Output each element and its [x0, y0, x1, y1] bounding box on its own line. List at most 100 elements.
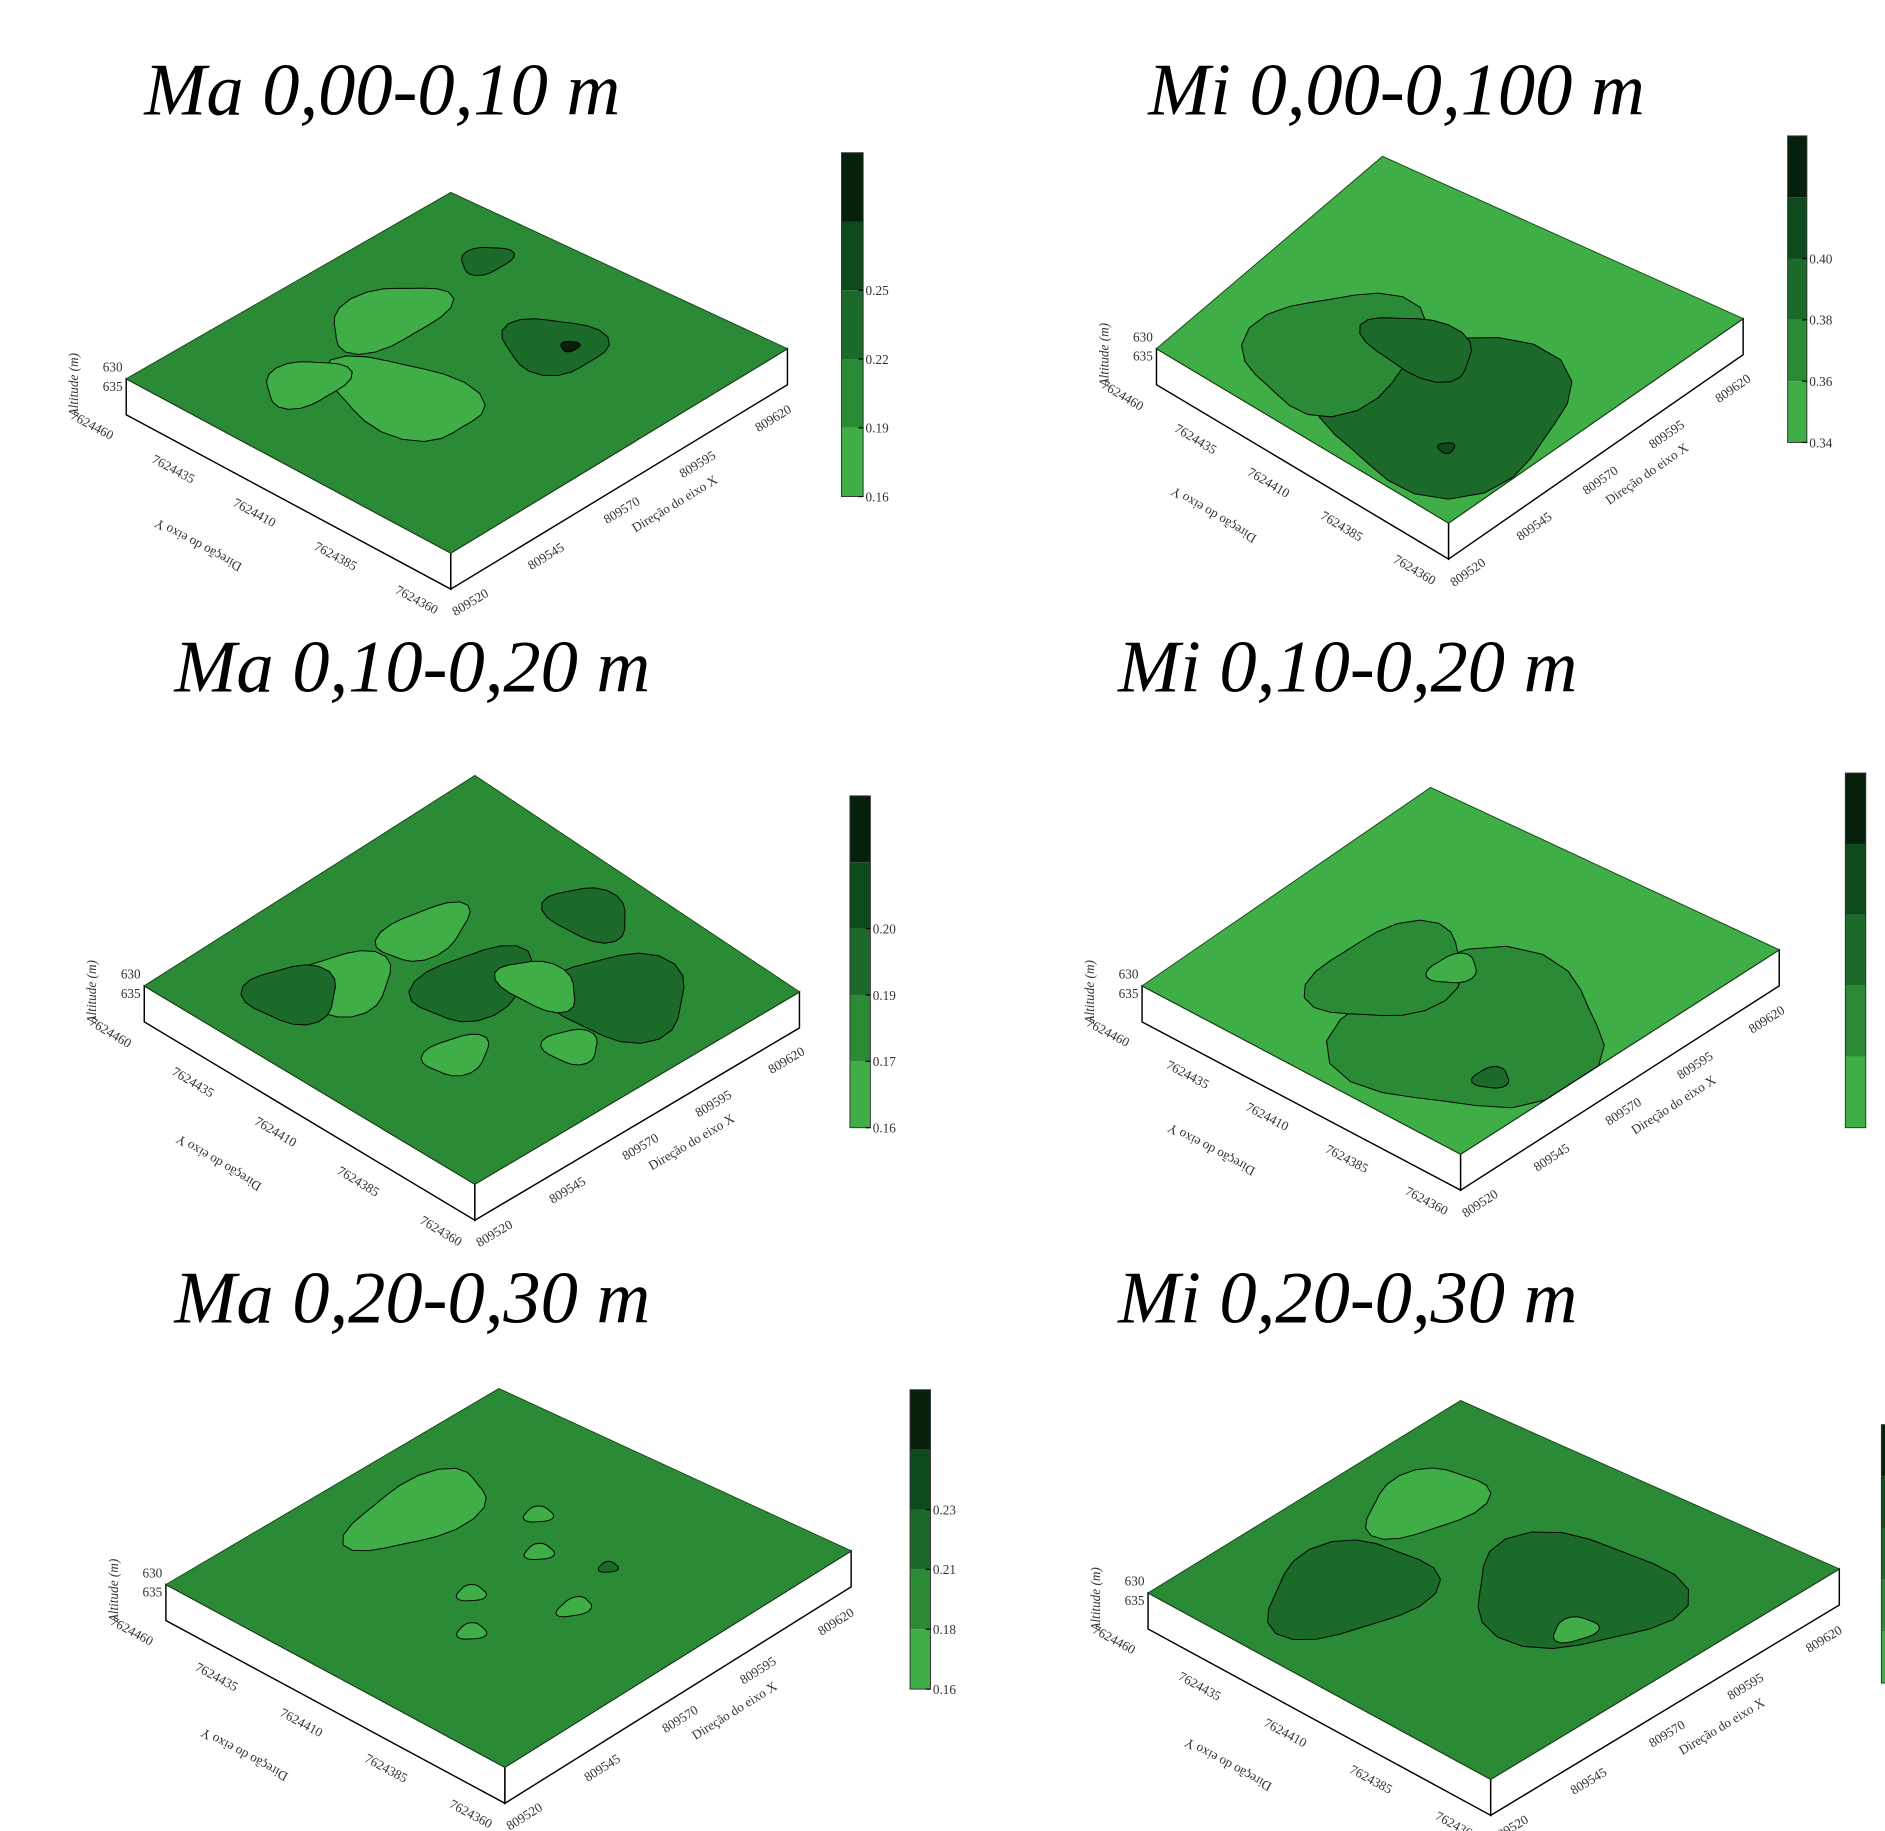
x-tick-label: 809545	[1513, 509, 1554, 544]
x-tick-label: 809620	[1712, 371, 1753, 406]
y-tick-label: 7624410	[252, 1113, 300, 1150]
colorbar-segment	[850, 862, 870, 928]
y-tick-label: 7624385	[1318, 508, 1366, 545]
y-tick-label: 7624360	[1391, 551, 1439, 588]
x-tick-label: 809520	[1459, 1186, 1501, 1220]
colorbar-segment	[850, 1061, 870, 1127]
colorbar-tick-label: 0.16	[866, 489, 890, 504]
colorbar-segment	[910, 1450, 930, 1510]
colorbar-segment	[1788, 320, 1807, 381]
colorbar-segment	[1881, 1631, 1885, 1683]
z-tick-label: 630	[1125, 1574, 1145, 1589]
x-tick-label: 809620	[815, 1604, 857, 1638]
colorbar-segment	[1845, 773, 1865, 844]
y-tick-label: 7624435	[169, 1064, 217, 1101]
colorbar-tick-label: 0.38	[1809, 313, 1833, 328]
panel: Ma 0,10-0,20 m76244607624435762441076243…	[84, 626, 896, 1249]
colorbar-tick-label: 0.22	[866, 352, 889, 367]
panel-title: Mi 0,20-0,30 m	[1117, 1257, 1577, 1339]
z-axis-label: Altitude (m)	[1096, 323, 1111, 388]
panel-title: Ma 0,10-0,20 m	[173, 626, 650, 708]
x-tick-label: 809520	[1447, 555, 1488, 590]
colorbar-segment	[1788, 259, 1807, 320]
y-tick-label: 7624385	[1347, 1762, 1395, 1797]
y-tick-label: 7624410	[1245, 464, 1293, 501]
colorbar-segment	[850, 796, 870, 862]
colorbar-segment	[1845, 915, 1865, 986]
colorbar-segment	[842, 221, 864, 290]
y-tick-label: 7624435	[1164, 1057, 1212, 1092]
panel: Mi 0,00-0,100 m7624460762443576244107624…	[1096, 49, 1832, 589]
colorbar-segment	[1881, 1476, 1885, 1528]
y-tick-label: 7624410	[278, 1705, 326, 1740]
y-tick-label: 7624360	[447, 1796, 495, 1831]
x-tick-label: 809620	[752, 401, 794, 435]
y-axis-label: Direção do eixo Y	[1181, 1735, 1274, 1795]
colorbar-tick-label: 0.23	[933, 1502, 957, 1517]
y-tick-label: 7624410	[1262, 1715, 1310, 1750]
z-tick-label: 635	[1125, 1593, 1145, 1608]
z-tick-label: 635	[1119, 986, 1139, 1001]
colorbar-segment	[910, 1509, 930, 1569]
colorbar-tick-label: 0.34	[1809, 435, 1833, 450]
x-tick-label: 809620	[1746, 1002, 1788, 1036]
figure: Ma 0,00-0,10 m76244607624435762441076243…	[0, 0, 1885, 1831]
colorbar-segment	[1881, 1425, 1885, 1477]
z-tick-label: 635	[121, 986, 141, 1001]
colorbar-segment	[1845, 986, 1865, 1057]
y-tick-label: 7624410	[1243, 1099, 1291, 1134]
z-tick-label: 630	[121, 967, 141, 982]
colorbar-segment	[842, 428, 864, 497]
panel: Mi 0,20-0,30 m76244607624435762441076243…	[1088, 1257, 1885, 1831]
z-tick-label: 630	[1119, 967, 1139, 982]
colorbar-segment	[910, 1569, 930, 1629]
panel-title: Ma 0,00-0,10 m	[143, 49, 620, 131]
x-tick-label: 809620	[765, 1043, 807, 1076]
colorbar-tick-label: 0.19	[873, 988, 897, 1003]
y-tick-label: 7624360	[1403, 1183, 1451, 1218]
z-axis-label: Altitude (m)	[66, 353, 81, 418]
colorbar-tick-label: 0.16	[933, 1682, 957, 1697]
y-tick-label: 7624385	[335, 1163, 383, 1200]
colorbar-tick-label: 0.20	[873, 921, 897, 936]
y-tick-label: 7624385	[362, 1751, 410, 1786]
x-tick-label: 809545	[525, 539, 567, 573]
colorbar-tick-label: 0.21	[933, 1562, 956, 1577]
z-tick-label: 630	[103, 360, 123, 375]
x-axis-label: Direção do eixo X	[629, 472, 720, 536]
z-axis-label: Altitude (m)	[1082, 960, 1097, 1025]
x-axis-label: Direção do eixo X	[1676, 1694, 1767, 1757]
colorbar-segment	[910, 1629, 930, 1689]
x-tick-label: 809545	[1531, 1140, 1573, 1174]
colorbar-segment	[910, 1390, 930, 1450]
z-tick-label: 630	[142, 1565, 162, 1580]
colorbar-segment	[1788, 136, 1807, 197]
colorbar-segment	[850, 929, 870, 995]
z-axis-label: Altitude (m)	[1088, 1567, 1103, 1632]
x-tick-label: 809520	[1489, 1811, 1531, 1831]
colorbar-tick-label: 0.18	[933, 1622, 957, 1637]
x-tick-label: 809545	[546, 1173, 588, 1206]
colorbar-tick-label: 0.25	[866, 283, 890, 298]
colorbar-segment	[1788, 197, 1807, 258]
y-tick-label: 7624360	[417, 1212, 465, 1249]
x-tick-label: 809545	[581, 1751, 623, 1785]
z-axis-label: Altitude (m)	[84, 960, 99, 1025]
colorbar-segment	[1788, 381, 1807, 442]
colorbar-segment	[842, 153, 864, 222]
colorbar-tick-label: 0.40	[1809, 251, 1833, 266]
colorbar-tick-label: 0.36	[1809, 374, 1833, 389]
colorbar-tick-label: 0.17	[873, 1054, 897, 1069]
colorbar-segment	[1881, 1528, 1885, 1580]
panel-title: Ma 0,20-0,30 m	[173, 1257, 650, 1339]
panel: Ma 0,20-0,30 m76244607624435762441076243…	[106, 1257, 957, 1831]
panel-title: Mi 0,00-0,100 m	[1147, 49, 1645, 131]
z-tick-label: 635	[103, 379, 123, 394]
y-axis-label: Direção do eixo Y	[1168, 484, 1259, 547]
colorbar-segment	[1845, 1057, 1865, 1128]
y-axis-label: Direção do eixo Y	[198, 1725, 291, 1784]
x-tick-label: 809545	[1568, 1764, 1610, 1798]
x-axis-label: Direção do eixo X	[689, 1678, 780, 1743]
x-tick-label: 809620	[1803, 1622, 1845, 1656]
z-axis-label: Altitude (m)	[106, 1559, 121, 1624]
